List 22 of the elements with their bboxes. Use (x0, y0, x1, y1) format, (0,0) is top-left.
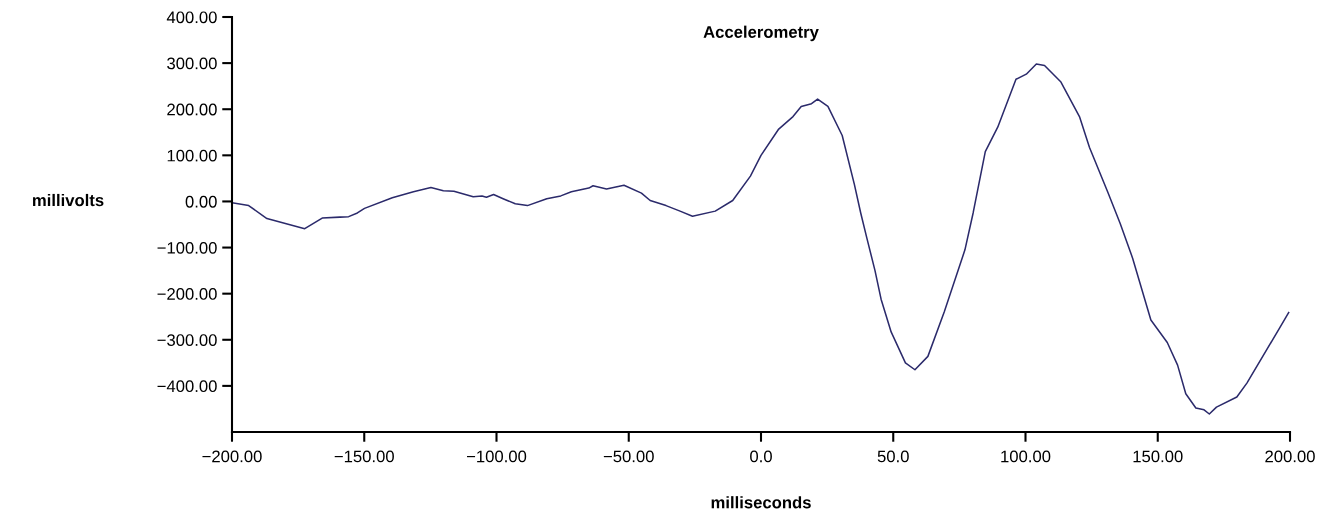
y-tick-label: 400.00 (166, 11, 217, 24)
y-tick-label: −300.00 (157, 334, 217, 346)
x-tick-label: 200.00 (1265, 450, 1315, 463)
y-tick-label: 100.00 (167, 149, 217, 162)
x-tick-label: 50.0 (877, 450, 909, 463)
y-tick-label: −200.00 (157, 288, 217, 300)
x-tick-label: 150.00 (1133, 450, 1183, 463)
y-tick-label: 300.00 (167, 57, 217, 70)
y-axis-title: millivolts (32, 193, 104, 207)
y-tick-label: −100.00 (157, 241, 217, 254)
x-tick-label: −50.00 (603, 450, 654, 463)
x-tick-label: −150.00 (334, 450, 394, 463)
y-tick-label: 200.00 (167, 103, 217, 116)
chart-title: Accelerometry (703, 25, 819, 42)
x-tick-label: 0.0 (750, 450, 772, 463)
x-axis-title: milliseconds (711, 496, 811, 509)
line-series (232, 63, 1290, 415)
x-tick-label: 100.00 (1001, 450, 1051, 463)
x-tick-label: −100.00 (466, 450, 527, 463)
y-tick-label: 0.00 (185, 195, 217, 208)
x-tick-label: −200.00 (202, 450, 262, 463)
y-tick-label: −400.00 (157, 380, 217, 393)
